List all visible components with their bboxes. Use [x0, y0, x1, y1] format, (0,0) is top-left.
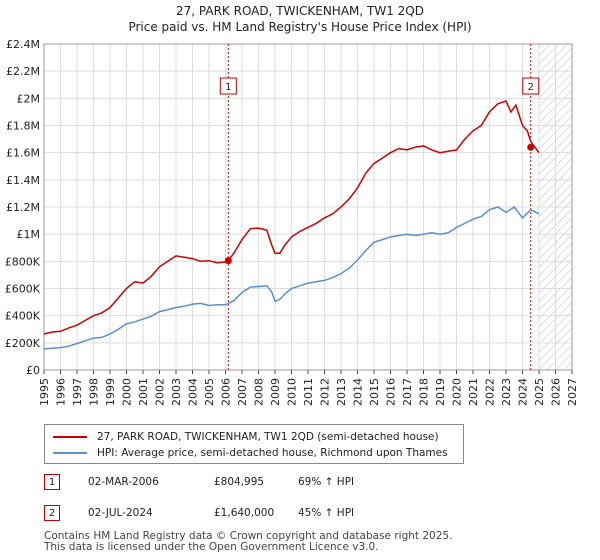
x-tick-label: 2019 — [434, 378, 447, 406]
sale-marker-badge: 1 — [44, 474, 60, 490]
x-tick-label: 2025 — [533, 378, 546, 406]
sale-marker-label-1: 1 — [225, 82, 231, 93]
y-tick-label: £2.2M — [6, 65, 40, 78]
property-price-line — [43, 100, 540, 335]
sale-date: 02-JUL-2024 — [88, 507, 153, 519]
y-tick-label: £1.2M — [6, 201, 40, 214]
sale-point-2 — [527, 143, 535, 151]
x-tick-label: 2021 — [467, 378, 480, 406]
sale-row-1: 1 02-MAR-2006 £804,995 69% ↑ HPI — [44, 474, 464, 492]
x-tick-label: 2004 — [187, 378, 200, 406]
x-tick-label: 2012 — [319, 378, 332, 406]
sale-price: £1,640,000 — [214, 507, 275, 519]
legend-swatch-hpi — [53, 452, 87, 454]
sale-hpi-diff: 45% ↑ HPI — [298, 507, 355, 519]
sale-price: £804,995 — [214, 476, 265, 488]
legend-label-hpi: HPI: Average price, semi-detached house,… — [97, 447, 448, 459]
y-tick-label: £2M — [17, 92, 41, 105]
chart-subtitle: Price paid vs. HM Land Registry's House … — [128, 20, 471, 34]
y-tick-label: £1.6M — [6, 147, 40, 160]
sale-marker-box-2 — [522, 77, 540, 95]
x-tick-label: 2018 — [418, 378, 431, 406]
x-tick-label: 2000 — [121, 378, 134, 406]
footer-line-2: This data is licensed under the Open Gov… — [44, 541, 379, 553]
x-tick-label: 2008 — [253, 378, 266, 406]
x-tick-label: 2016 — [385, 378, 398, 406]
y-tick-label: £0 — [26, 364, 40, 377]
hpi-line — [43, 205, 540, 350]
y-tick-label: £600K — [5, 283, 41, 296]
x-tick-label: 2014 — [352, 378, 365, 406]
y-tick-label: £1.8M — [6, 120, 40, 133]
x-tick-label: 2015 — [368, 378, 381, 406]
x-tick-label: 2024 — [517, 378, 530, 406]
y-tick-label: £400K — [5, 310, 41, 323]
plot-area: £0 £200K £400K £600K £800K £1M £1.2M £1.4M £1.6M… — [5, 38, 579, 406]
x-tick-label: 2001 — [137, 378, 150, 406]
sale-hpi-diff: 69% ↑ HPI — [298, 476, 355, 488]
y-tick-label: £200K — [5, 337, 41, 350]
x-tick-label: 2007 — [236, 378, 249, 406]
x-tick-label: 1998 — [88, 378, 101, 406]
sale-marker-label-2: 2 — [528, 82, 534, 93]
footer-attribution: Contains HM Land Registry data © Crown c… — [44, 531, 452, 553]
legend-item-hpi: HPI: Average price, semi-detached house,… — [53, 445, 448, 461]
price-chart: 27, PARK ROAD, TWICKENHAM, TW1 2QD Price… — [5, 4, 579, 406]
x-tick-label: 2020 — [451, 378, 464, 406]
x-tick-label: 1995 — [38, 378, 51, 406]
legend-item-property: 27, PARK ROAD, TWICKENHAM, TW1 2QD (semi… — [53, 429, 439, 445]
sale-marker-badge: 2 — [44, 505, 60, 521]
legend-swatch-property — [53, 436, 87, 438]
plot-frame — [43, 43, 573, 371]
sale-marker-box-1 — [219, 77, 237, 95]
y-tick-label: £800K — [5, 255, 41, 268]
sale-row-2: 2 02-JUL-2024 £1,640,000 45% ↑ HPI — [44, 505, 464, 523]
x-tick-label: 1996 — [55, 378, 68, 406]
sale-date: 02-MAR-2006 — [88, 476, 159, 488]
y-tick-label: £1M — [17, 228, 41, 241]
y-tick-label: £1.4M — [6, 174, 40, 187]
x-tick-label: 2005 — [203, 378, 216, 406]
x-tick-label: 2023 — [500, 378, 513, 406]
x-tick-label: 2017 — [401, 378, 414, 406]
x-tick-label: 2010 — [286, 378, 299, 406]
x-tick-label: 2013 — [335, 378, 348, 406]
sale-point-1 — [224, 257, 232, 265]
x-tick-label: 2002 — [154, 378, 167, 406]
chart-legend: 27, PARK ROAD, TWICKENHAM, TW1 2QD (semi… — [44, 424, 464, 464]
x-tick-label: 2003 — [170, 378, 183, 406]
x-tick-label: 1997 — [71, 378, 84, 406]
x-tick-label: 2022 — [484, 378, 497, 406]
x-tick-label: 1999 — [104, 378, 117, 406]
x-tick-label: 2006 — [220, 378, 233, 406]
footer-line-1: Contains HM Land Registry data © Crown c… — [44, 530, 453, 542]
y-tick-label: £2.4M — [6, 38, 40, 51]
x-tick-label: 2026 — [550, 378, 563, 406]
legend-label-property: 27, PARK ROAD, TWICKENHAM, TW1 2QD (semi… — [97, 431, 439, 443]
x-tick-label: 2027 — [566, 378, 579, 406]
x-tick-label: 2009 — [269, 378, 282, 406]
x-tick-label: 2011 — [302, 378, 315, 406]
chart-title: 27, PARK ROAD, TWICKENHAM, TW1 2QD — [176, 4, 424, 18]
